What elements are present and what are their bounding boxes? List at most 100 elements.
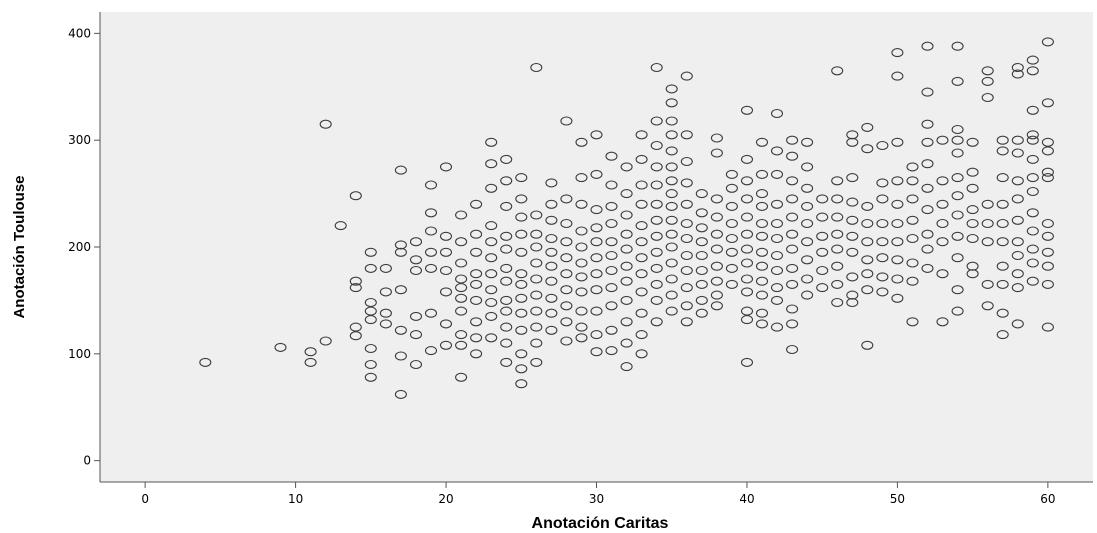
data-point [650,279,663,289]
data-point [470,333,483,343]
data-point [394,240,407,250]
data-point [665,290,678,300]
data-point [545,261,558,271]
data-point [650,263,663,273]
data-point [455,372,468,382]
data-point [846,247,859,257]
data-point [906,162,919,172]
data-point [710,194,723,204]
data-point [635,130,648,140]
data-point [1011,283,1024,293]
data-point [740,212,754,222]
data-point [575,287,588,297]
data-point [635,330,648,340]
data-point [575,226,588,236]
data-point [409,237,423,247]
data-point [620,244,633,254]
data-point [786,151,799,161]
data-point [680,301,693,311]
data-point [650,247,663,257]
data-point [831,297,844,308]
data-point [710,229,723,239]
data-point [364,372,377,382]
data-point [424,247,438,257]
data-point [515,173,528,183]
data-point [470,269,483,279]
data-point [575,173,588,183]
data-point [725,263,738,273]
data-point [650,180,663,190]
data-point [349,322,362,332]
data-point [801,237,814,247]
data-point [680,283,693,293]
data-point [349,331,362,341]
data-point [695,308,708,318]
data-point [981,199,994,209]
data-point [485,221,498,231]
y-axis-title: Anotación Toulouse [11,175,28,318]
data-point [846,173,859,183]
data-point [560,116,573,126]
data-point [650,231,663,241]
data-point [515,279,528,289]
data-point [665,116,678,126]
data-point [605,201,618,211]
data-point [485,311,498,321]
data-point [470,317,483,327]
data-point [590,130,603,140]
data-point [394,351,407,361]
data-point [650,215,663,225]
data-point [470,279,483,289]
data-point [455,293,468,303]
data-point [665,176,678,186]
data-point [680,265,693,276]
data-point [1041,247,1054,257]
data-point [650,199,663,209]
data-point [966,205,979,215]
data-point [936,218,949,229]
data-point [951,41,964,51]
data-point [1041,167,1054,177]
data-point [996,308,1009,318]
data-point [876,194,889,204]
data-point [560,301,573,311]
data-point [575,199,588,209]
data-point [665,201,678,211]
data-point [831,244,844,254]
x-tick-label: 60 [1040,492,1055,506]
data-point [966,183,979,193]
data-point [274,342,287,352]
data-point [635,349,648,359]
data-point [906,194,919,204]
data-point [996,146,1009,156]
data-point [786,244,799,254]
data-point [996,173,1009,183]
data-point [710,133,723,143]
data-point [816,194,829,204]
data-point [635,237,648,247]
data-point [665,229,678,239]
data-point [545,293,558,303]
x-axis-title: Anotación Caritas [532,515,669,532]
data-point [199,357,212,367]
data-point [500,176,513,186]
data-point [424,208,438,218]
data-point [695,223,708,233]
data-point [1026,105,1039,115]
data-point [846,137,859,147]
data-point [545,308,558,318]
data-point [515,308,528,318]
data-point [545,178,558,188]
data-point [891,199,904,209]
data-point [364,297,377,308]
data-point [470,199,483,209]
data-point [680,156,693,167]
data-point [439,340,453,350]
data-point [575,322,588,332]
data-point [515,229,528,239]
data-point [906,176,919,186]
data-point [349,276,362,286]
data-point [936,135,949,145]
data-point [921,244,934,254]
